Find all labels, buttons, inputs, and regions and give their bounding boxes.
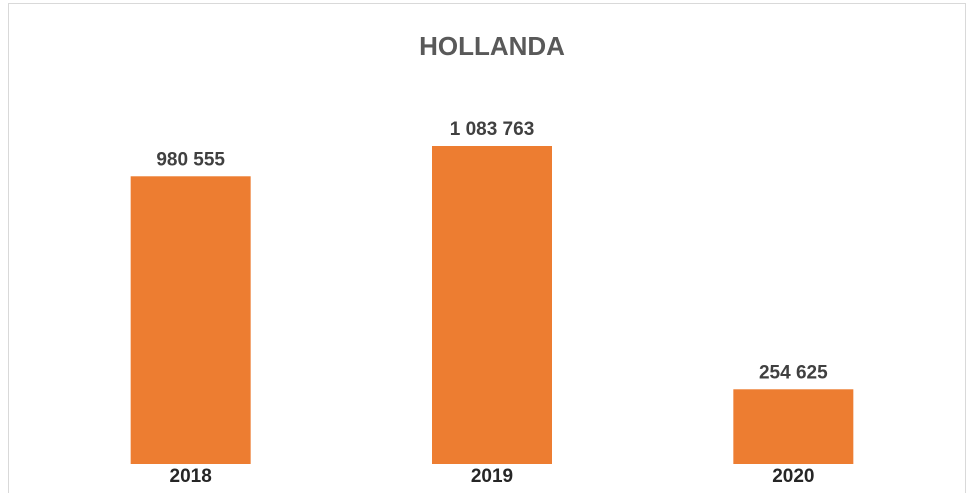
value-label: 980 555: [156, 149, 225, 170]
value-label: 1 083 763: [450, 119, 535, 140]
bar: [733, 389, 854, 464]
bar: [130, 176, 251, 464]
chart-title: HOLLANDA: [419, 31, 565, 61]
bar: [432, 146, 552, 464]
x-tick-label: 2019: [471, 466, 513, 487]
value-label: 254 625: [759, 362, 828, 383]
x-tick-label: 2020: [772, 466, 814, 487]
x-tick-label: 2018: [170, 466, 212, 487]
